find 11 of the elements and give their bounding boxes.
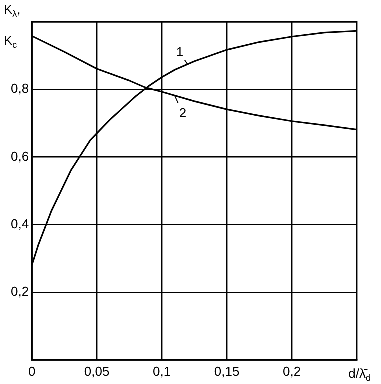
y-tick-label: 0,2 (10, 284, 30, 299)
y-tick-label: 0,8 (10, 81, 30, 96)
y-tick-label: 0,4 (10, 216, 30, 232)
y-tick-label: 0,6 (10, 148, 30, 164)
x-tick-label: 0,05 (84, 364, 110, 380)
annotation: 1 (176, 44, 184, 60)
x-tick-label: 0 (28, 364, 36, 380)
x-tick-label: 0,15 (214, 364, 240, 380)
x-tick-label: 0,1 (153, 364, 172, 380)
annotation: 2 (179, 106, 187, 121)
x-tick-label: 0,2 (282, 364, 302, 380)
